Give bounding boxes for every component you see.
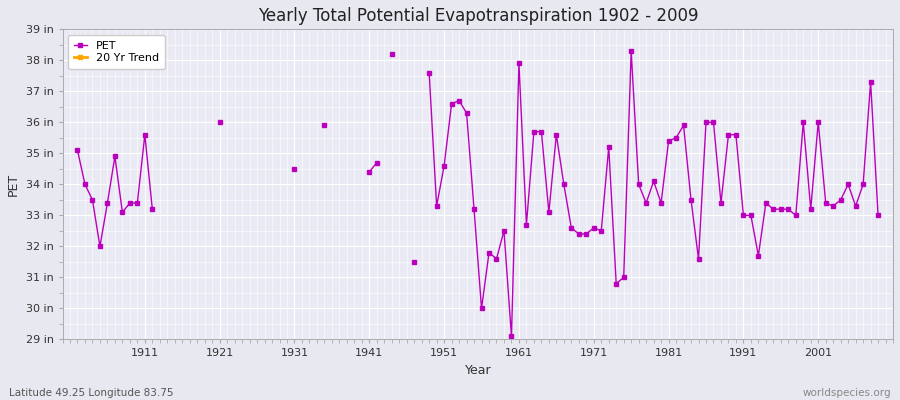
PET [147,207,158,212]
PET [87,198,98,202]
PET [140,132,150,137]
PET [117,210,128,215]
Title: Yearly Total Potential Evapotranspiration 1902 - 2009: Yearly Total Potential Evapotranspiratio… [257,7,698,25]
Line: PET: PET [76,133,154,248]
PET [94,244,105,249]
Text: Latitude 49.25 Longitude 83.75: Latitude 49.25 Longitude 83.75 [9,388,174,398]
Y-axis label: PET: PET [7,173,20,196]
PET [110,154,121,159]
X-axis label: Year: Year [464,364,491,377]
PET [132,200,143,205]
PET [102,200,112,205]
Text: worldspecies.org: worldspecies.org [803,388,891,398]
PET [72,148,83,153]
PET [79,182,90,187]
Legend: PET, 20 Yr Trend: PET, 20 Yr Trend [68,35,165,69]
PET [124,200,135,205]
